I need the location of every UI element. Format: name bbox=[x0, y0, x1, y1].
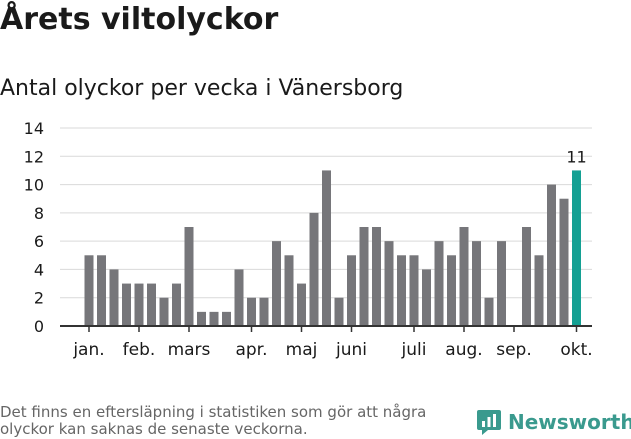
bar bbox=[272, 241, 281, 326]
bar bbox=[284, 255, 294, 326]
bar bbox=[134, 283, 144, 326]
bar bbox=[409, 255, 419, 326]
x-tick-label: sep. bbox=[496, 340, 532, 360]
bar bbox=[172, 283, 181, 326]
bar bbox=[459, 227, 469, 326]
bar-chart: 0 2 4 6 8 10 12 14 11 jan. feb. mars apr. maj juni juli… bbox=[24, 119, 593, 360]
bar bbox=[97, 255, 106, 326]
chart-title: Årets viltolyckor bbox=[0, 2, 279, 37]
bar bbox=[434, 241, 444, 326]
bar bbox=[422, 269, 431, 326]
x-tick-label: maj bbox=[286, 340, 318, 360]
y-tick-label: 4 bbox=[34, 260, 44, 279]
bar bbox=[259, 297, 269, 326]
bar bbox=[309, 212, 319, 326]
y-tick-label: 10 bbox=[24, 176, 44, 195]
chart-area: 0 2 4 6 8 10 12 14 11 jan. feb. mars apr. maj juni juli… bbox=[0, 110, 631, 374]
bar bbox=[534, 255, 544, 326]
bar bbox=[234, 269, 244, 326]
x-tick-label: mars bbox=[168, 340, 211, 360]
bar bbox=[334, 297, 344, 326]
chart-subtitle: Antal olyckor per vecka i Vänersborg bbox=[0, 76, 404, 101]
bar bbox=[222, 311, 231, 326]
bar bbox=[159, 297, 169, 326]
highlight-bar bbox=[572, 170, 581, 326]
bar bbox=[472, 241, 481, 326]
bar bbox=[559, 198, 569, 326]
x-tick-label: feb. bbox=[123, 340, 156, 360]
bar bbox=[484, 297, 494, 326]
bar bbox=[247, 297, 256, 326]
bar bbox=[147, 283, 156, 326]
bar bbox=[322, 170, 331, 326]
highlight-value-label: 11 bbox=[566, 147, 586, 166]
y-tick-label: 0 bbox=[34, 317, 44, 336]
y-tick-label: 12 bbox=[24, 147, 44, 166]
bar bbox=[122, 283, 131, 326]
brand: Newsworthy bbox=[476, 408, 631, 436]
x-tick-label: aug. bbox=[445, 340, 482, 360]
bar bbox=[347, 255, 356, 326]
x-tick-label: juli bbox=[401, 340, 427, 360]
bar bbox=[522, 227, 531, 326]
bar bbox=[397, 255, 406, 326]
bar bbox=[297, 283, 306, 326]
bar bbox=[84, 255, 94, 326]
y-tick-label: 6 bbox=[34, 232, 44, 251]
x-tick-label: juni bbox=[335, 340, 367, 360]
bar bbox=[547, 184, 556, 326]
y-tick-label: 2 bbox=[34, 289, 44, 308]
bar bbox=[497, 241, 506, 326]
bar bbox=[109, 269, 119, 326]
newsworthy-logo-icon bbox=[477, 410, 501, 435]
bar bbox=[184, 227, 194, 326]
bar bbox=[384, 241, 394, 326]
footnote: Det finns en eftersläpning i statistiken… bbox=[0, 403, 427, 438]
y-tick-label: 14 bbox=[24, 119, 44, 138]
bar bbox=[359, 227, 369, 326]
bar bbox=[209, 311, 219, 326]
y-tick-label: 8 bbox=[34, 204, 44, 223]
brand-name: Newsworthy bbox=[508, 410, 631, 434]
x-tick-label: okt. bbox=[560, 340, 592, 360]
bar bbox=[447, 255, 456, 326]
x-tick-label: apr. bbox=[235, 340, 267, 360]
x-tick-label: jan. bbox=[72, 340, 104, 360]
bar bbox=[372, 227, 381, 326]
bar bbox=[197, 311, 206, 326]
